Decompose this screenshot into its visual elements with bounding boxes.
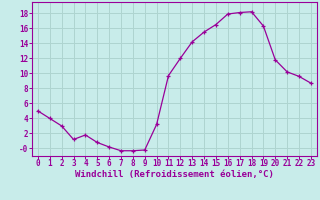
X-axis label: Windchill (Refroidissement éolien,°C): Windchill (Refroidissement éolien,°C) xyxy=(75,170,274,179)
